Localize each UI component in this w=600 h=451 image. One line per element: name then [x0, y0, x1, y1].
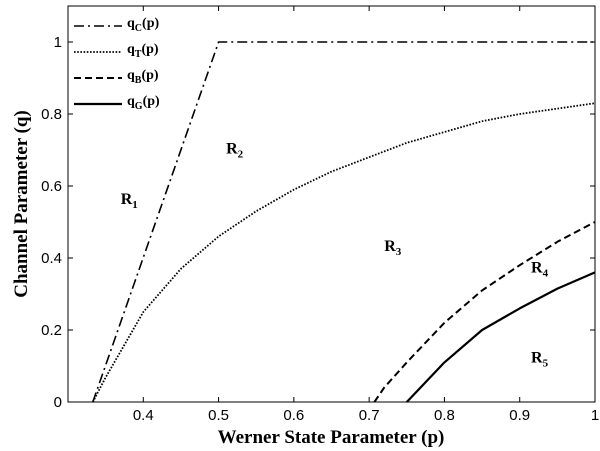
axis-ticks: 0.4 0.5 0.6 0.7 0.8 0.9 1 0 0.2 0.4 0.6 0.8 1: [41, 6, 599, 424]
legend-label-t: qT(p): [127, 42, 159, 60]
legend: qC(p) qT(p) qB(p) qG(p): [74, 16, 160, 112]
region-label-r4: R4: [531, 259, 549, 279]
x-axis-title: Werner State Parameter (p): [218, 427, 445, 448]
legend-label-b: qB(p): [127, 68, 159, 86]
series-line-c: [92, 41, 595, 403]
region-label-r1: R1: [121, 191, 138, 211]
y-tick-label: 1: [54, 34, 62, 51]
y-tick-label: 0: [54, 394, 62, 411]
series-line-b: [373, 221, 596, 403]
region-labels: R1 R2 R3 R4 R5: [121, 141, 549, 370]
region-label-r2: R2: [226, 141, 244, 161]
region-label-r5: R5: [531, 349, 549, 369]
series-curves: [92, 41, 596, 403]
legend-label-c: qC(p): [127, 16, 159, 34]
legend-label-g: qG(p): [127, 94, 160, 112]
y-axis-title: Channel Parameter (q): [11, 110, 32, 298]
x-tick-label: 0.4: [133, 407, 154, 424]
y-tick-label: 0.2: [41, 322, 62, 339]
x-tick-label: 0.8: [434, 407, 455, 424]
x-tick-label: 0.7: [359, 407, 380, 424]
x-tick-label: 0.6: [283, 407, 304, 424]
y-tick-label: 0.4: [41, 250, 62, 267]
x-tick-label: 0.5: [208, 407, 229, 424]
x-tick-label: 0.9: [509, 407, 530, 424]
x-tick-label: 1: [591, 407, 599, 424]
series-line-g: [406, 271, 596, 403]
y-tick-label: 0.8: [41, 106, 62, 123]
plot-frame: [67, 5, 596, 403]
series-line-t: [92, 102, 596, 403]
region-label-r3: R3: [384, 238, 402, 258]
y-tick-label: 0.6: [41, 178, 62, 195]
